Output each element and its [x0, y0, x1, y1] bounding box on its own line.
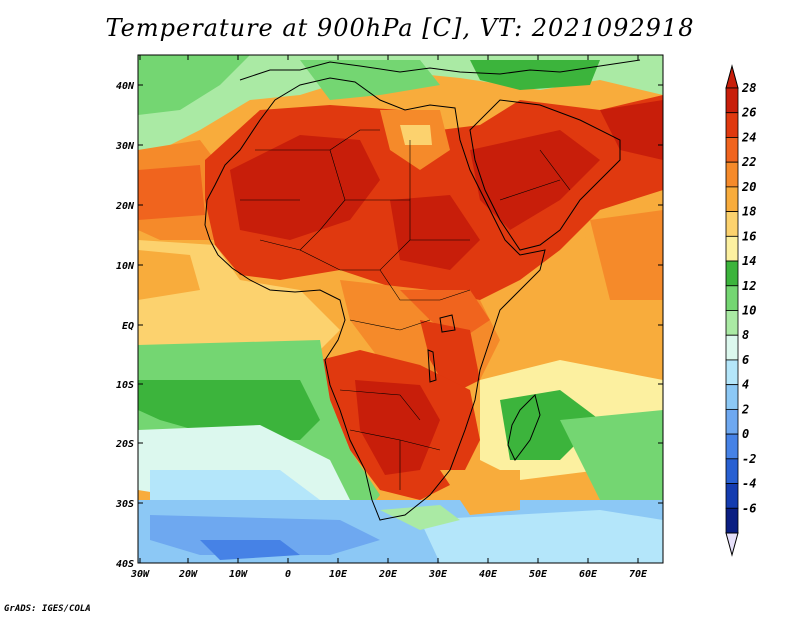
colorbar-swatch — [725, 483, 739, 509]
lon-label: 30E — [428, 569, 448, 580]
colorbar-top-arrow — [725, 64, 739, 89]
colorbar-label: 4 — [742, 378, 749, 392]
colorbar-label: 8 — [742, 328, 749, 342]
colorbar-label: 2 — [741, 402, 749, 416]
map-title: Temperature at 900hPa [C], VT: 202109291… — [105, 14, 695, 42]
lon-label: 60E — [579, 569, 598, 580]
colorbar-label: 24 — [741, 130, 756, 144]
colorbar-label: -2 — [742, 452, 756, 466]
lat-label: 10N — [116, 261, 135, 272]
colorbar-swatch — [725, 235, 739, 262]
colorbar-swatch — [725, 87, 739, 114]
colorbar-bottom-arrow — [725, 532, 739, 557]
colorbar-swatch — [725, 112, 739, 138]
longitude-axis: 30W 20W 10W 0 10E 20E 30E 40E 50E 60E 70E — [130, 55, 648, 580]
latitude-axis: 40N 30N 20N 10N EQ 10S 20S 30S 40S — [115, 81, 663, 570]
lon-label: 10E — [329, 569, 348, 580]
lon-label: 30W — [130, 569, 150, 580]
lon-label: 10W — [229, 569, 248, 580]
lat-label: 30S — [115, 499, 134, 510]
lon-label: 40E — [479, 569, 498, 580]
coastline — [204, 59, 641, 521]
colorbar-label: 26 — [741, 106, 756, 120]
colorbar-swatch — [725, 161, 739, 188]
colorbar-swatch — [725, 408, 739, 435]
colorbar-swatch — [725, 260, 739, 287]
colorbar-swatch — [725, 310, 739, 336]
plot-frame — [137, 54, 664, 564]
colorbar-swatch — [725, 384, 739, 410]
colorbar-label: 18 — [742, 205, 756, 219]
lat-label: 40S — [116, 559, 134, 570]
colorbar-label: 16 — [742, 229, 756, 243]
colorbar-label: 28 — [741, 81, 756, 95]
colorbar-label: 10 — [742, 304, 756, 318]
lon-label: 50E — [529, 569, 548, 580]
colorbar-swatch — [725, 285, 739, 311]
colorbar-label: -6 — [742, 501, 756, 515]
colorbar-label: 6 — [742, 353, 749, 367]
colorbar-label: 14 — [742, 254, 756, 268]
temperature-field — [138, 55, 663, 563]
colorbar-label: 12 — [742, 279, 756, 293]
lat-label: 10S — [116, 380, 134, 391]
colorbar-swatch — [725, 334, 739, 361]
lat-label: EQ — [122, 321, 134, 332]
colorbar-swatch — [725, 186, 739, 213]
colorbar-swatch — [725, 211, 739, 237]
colorbar-swatch — [725, 458, 739, 484]
colorbar-label: 20 — [741, 180, 756, 194]
lat-label: 20N — [115, 201, 135, 212]
colorbar-label: 0 — [742, 427, 749, 441]
colorbar-swatch — [725, 137, 739, 163]
lon-label: 20W — [178, 569, 198, 580]
colorbar-swatch — [725, 507, 739, 534]
colorbar-swatch — [725, 433, 739, 460]
lat-label: 30N — [115, 141, 135, 152]
colorbar-label: -4 — [742, 477, 756, 491]
lat-label: 20S — [115, 439, 134, 450]
lon-label: 70E — [629, 569, 648, 580]
grads-credit: GrADS: IGES/COLA — [4, 604, 91, 614]
colorbar-swatch — [725, 359, 739, 386]
colorbar-label: 22 — [741, 155, 756, 169]
country-borders — [240, 129, 571, 490]
lon-label: 20E — [378, 569, 398, 580]
lat-label: 40N — [116, 81, 135, 92]
lon-label: 0 — [285, 569, 291, 580]
